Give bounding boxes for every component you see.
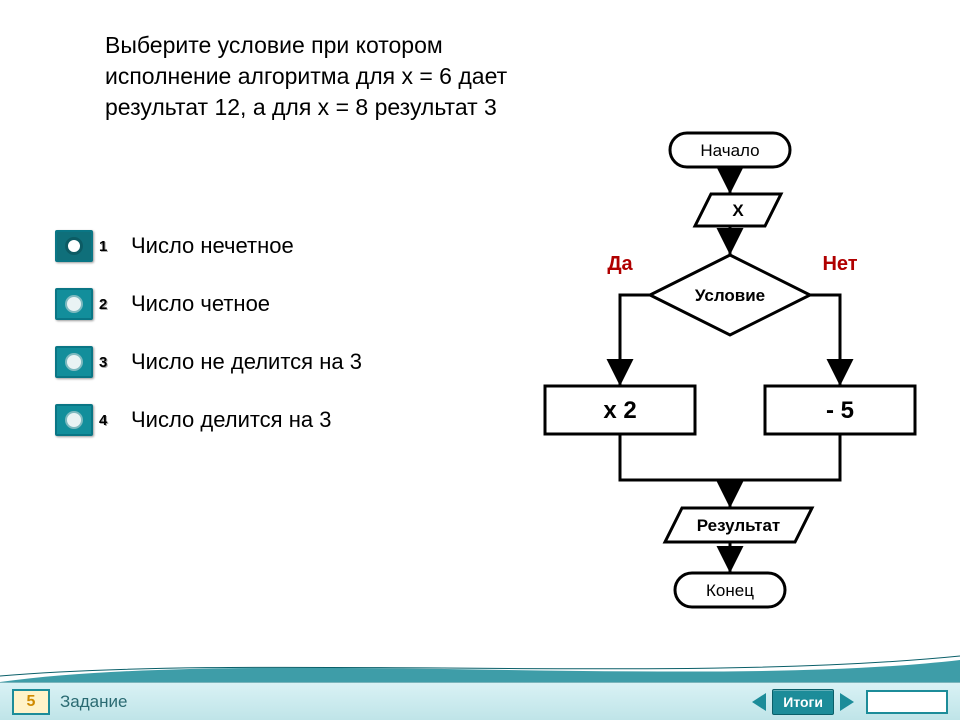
footer-bar: 5 Задание Итоги	[0, 682, 960, 720]
option-radio-2[interactable]	[55, 288, 93, 320]
footer-input-box[interactable]	[866, 690, 948, 714]
option-label: Число не делится на 3	[131, 349, 362, 375]
option-radio-1[interactable]	[55, 230, 93, 262]
svg-text:- 5: - 5	[826, 397, 854, 424]
option-label: Число делится на 3	[131, 407, 331, 433]
svg-text:Конец: Конец	[706, 581, 754, 600]
quiz-slide: Выберите условие при котором исполнение …	[0, 0, 960, 720]
svg-text:Нет: Нет	[822, 253, 857, 275]
option-row-4: 4 Число делится на 3	[55, 404, 435, 436]
option-number: 3	[99, 354, 113, 371]
svg-text:Условие: Условие	[695, 286, 765, 305]
svg-text:Да: Да	[607, 253, 633, 275]
svg-text:Результат: Результат	[697, 516, 781, 535]
footer-decoration	[0, 654, 960, 684]
option-number: 1	[99, 238, 113, 255]
next-arrow-icon[interactable]	[840, 693, 854, 711]
radio-icon	[65, 295, 83, 313]
task-number: 5	[12, 689, 50, 715]
option-number: 2	[99, 296, 113, 313]
svg-text:X: X	[732, 201, 744, 220]
prev-arrow-icon[interactable]	[752, 693, 766, 711]
radio-icon	[65, 353, 83, 371]
svg-text:Начало: Начало	[700, 141, 759, 160]
question-text: Выберите условие при котором исполнение …	[105, 30, 525, 123]
radio-icon	[65, 411, 83, 429]
option-label: Число четное	[131, 291, 270, 317]
footer-controls: Итоги	[752, 689, 948, 715]
option-number: 4	[99, 412, 113, 429]
option-radio-3[interactable]	[55, 346, 93, 378]
option-row-3: 3 Число не делится на 3	[55, 346, 435, 378]
option-label: Число нечетное	[131, 233, 294, 259]
option-radio-4[interactable]	[55, 404, 93, 436]
radio-icon	[65, 237, 83, 255]
svg-text:x 2: x 2	[603, 397, 636, 424]
results-button[interactable]: Итоги	[772, 689, 834, 715]
answer-options: 1 Число нечетное 2 Число четное 3 Число не де…	[55, 230, 435, 462]
option-row-1: 1 Число нечетное	[55, 230, 435, 262]
option-row-2: 2 Число четное	[55, 288, 435, 320]
task-label: Задание	[60, 692, 127, 712]
flowchart-diagram: Начало X Условие Да Нет x 2 - 5 Результат Конец	[520, 110, 940, 650]
